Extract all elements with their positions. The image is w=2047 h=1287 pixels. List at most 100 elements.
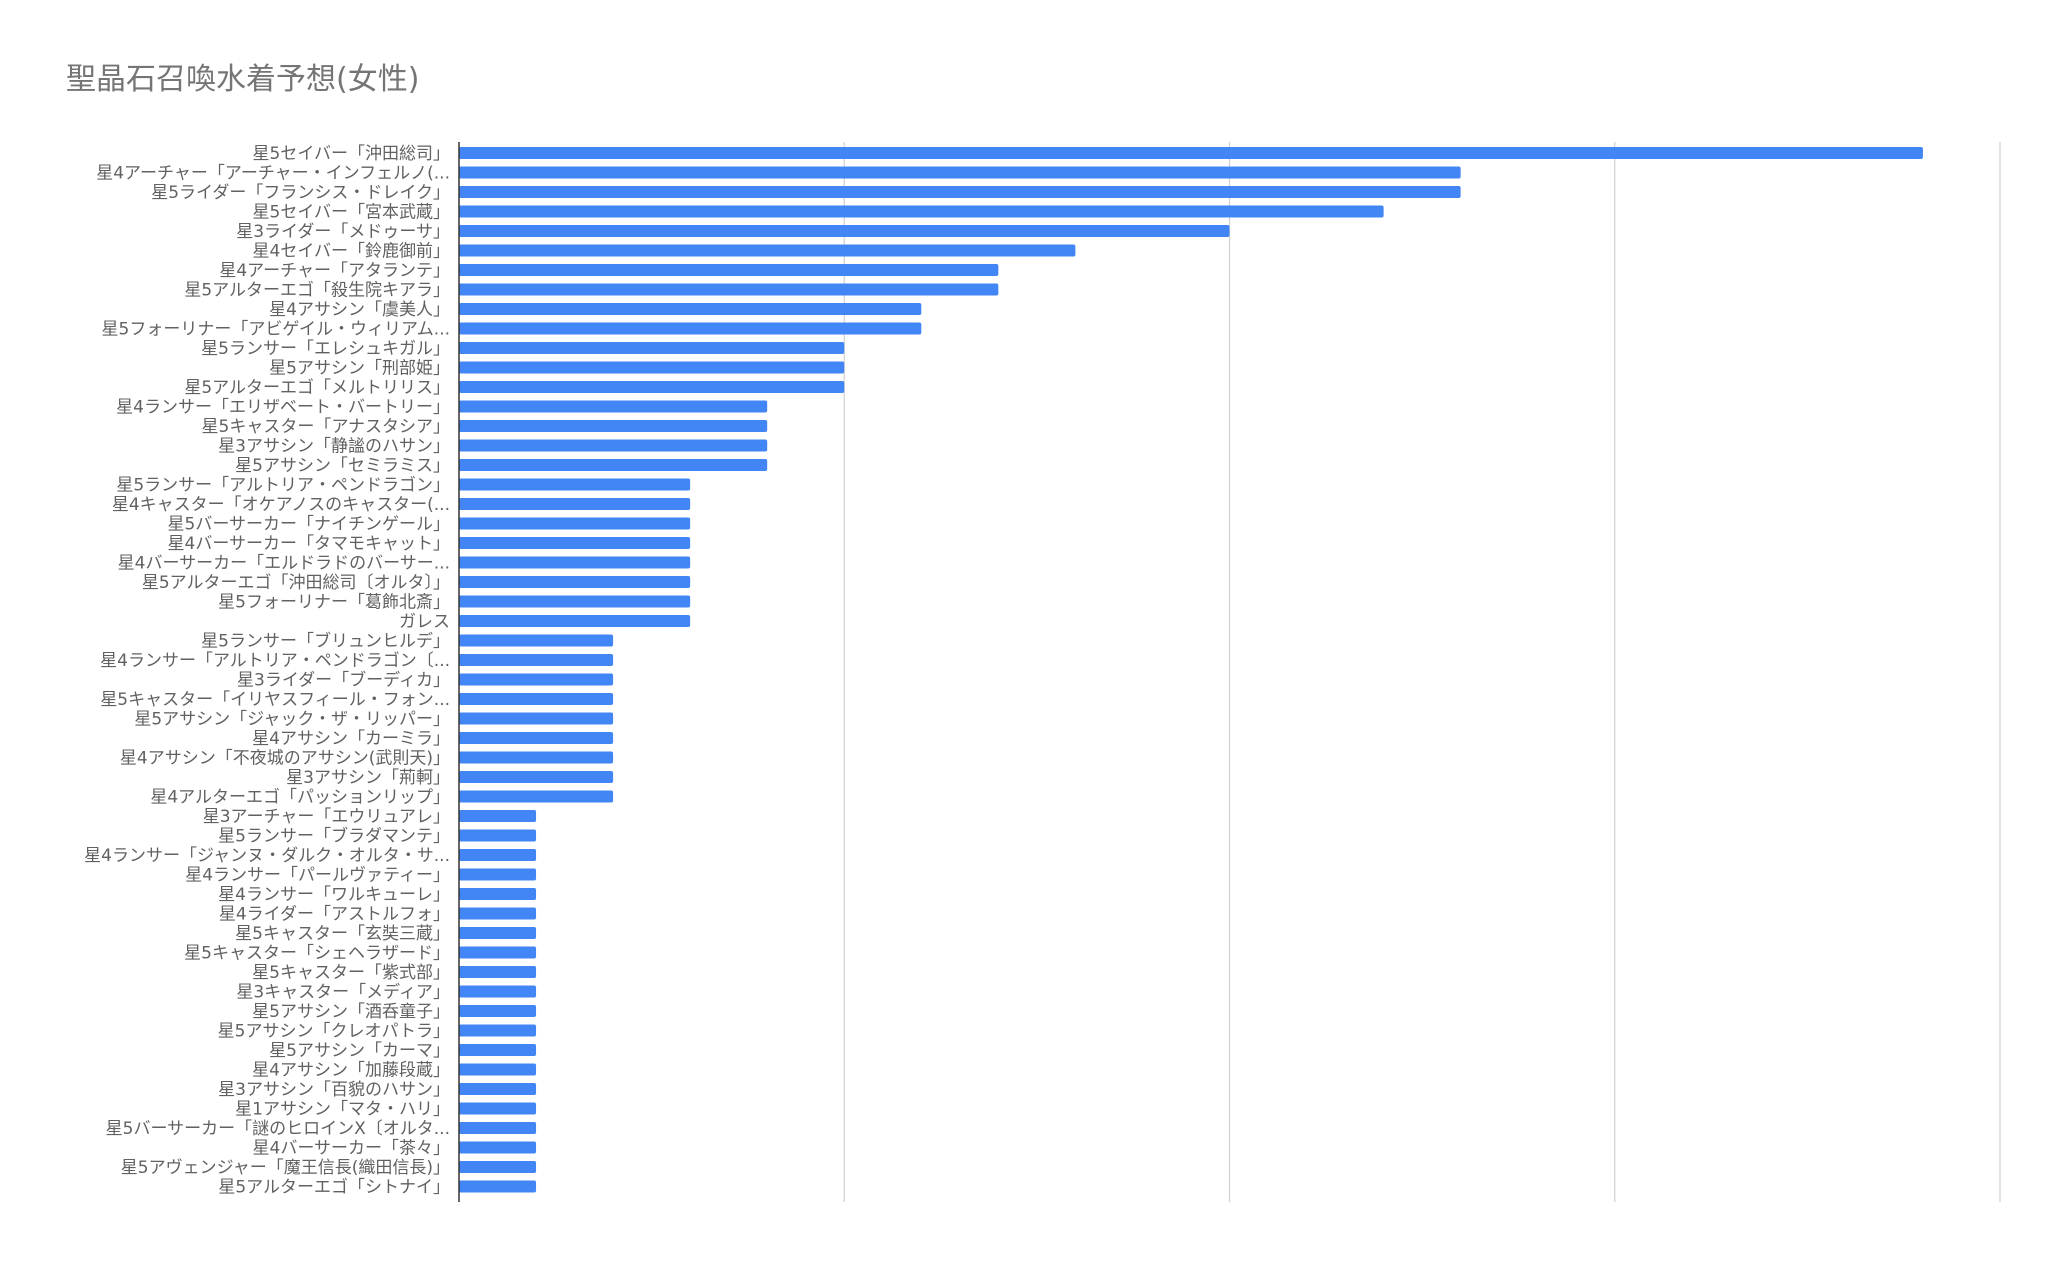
category-label: 星4バーサーカー「タマモキャット」 [168,534,450,554]
bar [459,147,1923,159]
category-label: 星5ランサー「エレシュキガル」 [201,339,450,359]
category-label: 星5ランサー「アルトリア・ペンドラゴン」 [116,475,450,496]
bar [459,1122,537,1134]
category-label: 星5キャスター「玄奘三蔵」 [235,924,450,944]
category-labels: 星5セイバー「沖田総司」星4アーチャー「アーチャー・インフェルノ(...星5ライ… [84,144,450,1198]
category-label: ガレス [399,612,450,632]
category-label: 星4ライダー「アストルフォ」 [219,905,450,925]
bar [459,1161,537,1173]
category-label: 星4キャスター「オケアノスのキャスター(... [112,495,450,515]
category-label: 星5アサシン「刑部姫」 [269,359,450,379]
category-label: 星4ランサー「パールヴァティー」 [185,866,450,886]
category-label: 星5フォーリナー「アビゲイル・ウィリアム... [102,320,451,340]
bar [459,615,691,627]
bar [459,888,537,900]
category-label: 星5アサシン「カーマ」 [269,1041,450,1061]
bar [459,342,845,354]
bar [459,537,691,549]
bar [459,498,691,510]
bar [459,751,614,764]
bar [459,381,845,393]
category-label: 星5アルターエゴ「沖田総司〔オルタ〕」 [142,572,450,593]
bar [459,771,614,783]
category-label: 星5セイバー「宮本武蔵」 [253,203,450,223]
bar [459,1044,537,1056]
category-label: 星5アサシン「酒呑童子」 [252,1002,450,1022]
category-label: 星3アサシン「静謐のハサン」 [218,437,450,457]
category-label: 星3アサシン「荊軻」 [286,768,450,788]
category-label: 星5キャスター「シェヘラザード」 [184,944,450,964]
bar [459,1005,537,1017]
category-label: 星5アサシン「セミラミス」 [235,456,450,476]
bar [459,1024,537,1037]
bar [459,303,922,315]
bar [459,790,614,803]
category-label: 星4バーサーカー「茶々」 [253,1139,450,1159]
bar [459,264,999,276]
category-label: 星5アルターエゴ「シトナイ」 [218,1177,450,1198]
category-label: 星5キャスター「イリヤスフィール・フォン... [100,690,450,710]
bar [459,907,537,920]
bar [459,1102,537,1115]
category-label: 星5バーサーカー「謎のヒロインX〔オルタ... [106,1119,450,1139]
bar [459,595,691,608]
category-label: 星4ランサー「エリザベート・バートリー」 [116,398,450,418]
category-label: 星4アサシン「カーミラ」 [252,729,450,749]
bar [459,985,537,998]
bar [459,810,537,822]
bar [459,712,614,725]
category-label: 星5ライダー「フランシス・ドレイク」 [151,183,450,203]
bar [459,517,691,530]
bar [459,244,1076,257]
category-label: 星4ランサー「ジャンヌ・ダルク・オルタ・サ... [84,846,450,866]
category-label: 星3アサシン「百貌のハサン」 [218,1080,450,1100]
bar [459,459,768,471]
category-label: 星4アサシン「不夜城のアサシン(武則天)」 [120,749,450,769]
category-label: 星5アサシン「クレオパトラ」 [218,1022,450,1042]
bar [459,946,537,959]
category-label: 星3キャスター「メディア」 [236,982,450,1003]
bar [459,1083,537,1095]
category-label: 星4セイバー「鈴鹿御前」 [253,242,450,262]
category-label: 星5アルターエゴ「殺生院キアラ」 [184,280,450,301]
bar [459,868,537,881]
bars [459,147,1923,1193]
bar [459,322,922,335]
bar [459,1141,537,1154]
bar [459,361,845,374]
bar [459,673,614,686]
bar [459,205,1384,218]
category-label: 星3アーチャー「エウリュアレ」 [203,807,450,827]
bar [459,1063,537,1076]
category-label: 星4アルターエゴ「パッションリップ」 [150,787,450,808]
bar [459,556,691,569]
category-label: 星4ランサー「ワルキューレ」 [218,885,450,905]
bar [459,966,537,978]
category-label: 星5ランサー「ブリュンヒルデ」 [201,631,450,652]
bar [459,478,691,491]
bar [459,849,537,861]
gridlines [843,142,2001,1202]
bar [459,693,614,705]
bar [459,1180,537,1193]
category-label: 星4ランサー「アルトリア・ペンドラゴン〔... [100,650,450,671]
bar [459,420,768,432]
bar [459,654,614,666]
category-label: 星4アーチャー「アーチャー・インフェルノ(... [96,164,450,184]
category-label: 星5キャスター「アナスタシア」 [202,417,450,437]
chart-title: 聖晶石召喚水着予想(女性) [66,62,420,97]
category-label: 星4アーチャー「アタランテ」 [219,261,450,281]
bar [459,400,768,413]
bar [459,634,614,647]
bar [459,927,537,939]
category-label: 星4アサシン「加藤段蔵」 [252,1061,450,1081]
category-label: 星1アサシン「マタ・ハリ」 [235,1100,450,1120]
bar [459,732,614,744]
category-label: 星3ライダー「ブーディカ」 [237,670,450,691]
bar [459,186,1461,198]
bar [459,283,999,296]
category-label: 星5フォーリナー「葛飾北斎」 [218,593,450,613]
category-label: 星3ライダー「メドゥーサ」 [236,222,450,242]
bar [459,576,691,588]
